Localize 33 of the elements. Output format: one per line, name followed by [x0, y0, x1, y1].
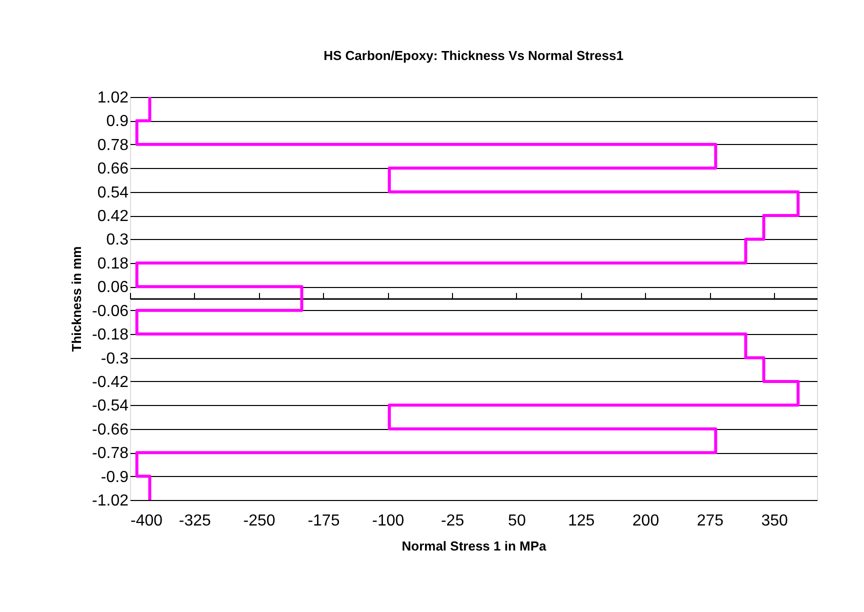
line-series: [135, 96, 800, 502]
y-tick-label: 0.3: [106, 232, 129, 249]
y-tick-label: 1.02: [97, 90, 129, 106]
x-tick-label: 275: [696, 512, 724, 530]
x-tick-label: 350: [761, 512, 788, 530]
x-tick-label: -100: [372, 512, 404, 530]
y-tick-label: 0.78: [97, 136, 129, 154]
y-tick-label: 0.42: [97, 208, 129, 226]
y-tick-label: -1.02: [92, 492, 129, 510]
y-tick-label: 0.9: [106, 113, 129, 130]
x-tick-label: -175: [308, 512, 340, 530]
y-tick-label: -0.18: [92, 326, 129, 344]
y-tick-label: 0.54: [97, 184, 129, 202]
y-tick-label: -0.42: [92, 374, 129, 391]
y-tick-label: 0.18: [97, 255, 129, 272]
x-tick-label: -250: [243, 512, 276, 530]
y-tick-label: -0.54: [92, 398, 129, 415]
x-tick-label: -400: [130, 512, 163, 530]
y-tick-label: -0.9: [100, 468, 129, 486]
x-tick-label: 50: [508, 512, 526, 530]
y-tick-label: -0.78: [92, 445, 129, 462]
x-tick-label: -325: [178, 512, 212, 530]
x-axis-title: Normal Stress 1 in MPa: [402, 538, 548, 554]
y-tick-label: -0.3: [100, 350, 129, 368]
y-tick-label: 0.66: [97, 160, 129, 178]
y-tick-label: -0.06: [92, 302, 129, 320]
x-tick-label: 125: [568, 512, 595, 530]
x-tick-label: 200: [632, 512, 660, 530]
y-tick-label: -0.66: [92, 421, 129, 438]
chart-title: HS Carbon/Epoxy: Thickness Vs Normal Stress1: [324, 48, 624, 63]
y-axis-title: Thickness in mm: [69, 246, 84, 352]
x-tick-label: -25: [440, 512, 464, 530]
y-tick-label: 0.06: [97, 279, 129, 296]
